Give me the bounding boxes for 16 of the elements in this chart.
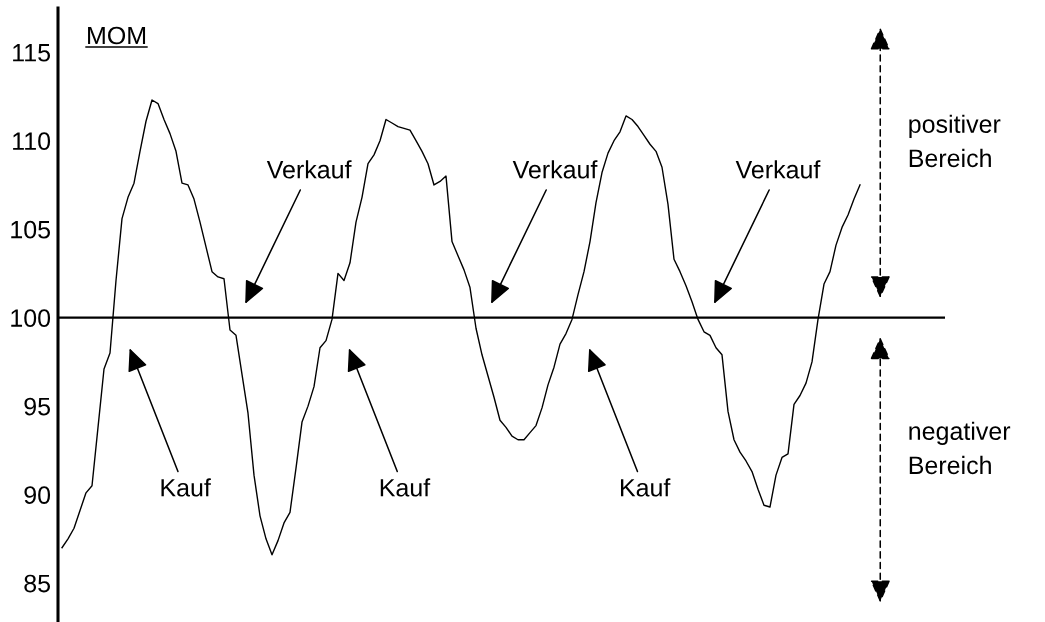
y-tick-label: 95 bbox=[24, 397, 51, 416]
annotation: Verkauf bbox=[735, 160, 821, 179]
annotation: Verkauf bbox=[512, 160, 598, 179]
annotation: Verkauf bbox=[266, 160, 352, 179]
annotation: Kauf bbox=[161, 478, 211, 497]
annotation: Kauf bbox=[380, 478, 431, 497]
annotation: Kauf bbox=[620, 478, 671, 497]
text: MOM bbox=[88, 26, 146, 45]
y-tick-label: 85 bbox=[24, 574, 51, 593]
y-tick-label: 115 bbox=[13, 44, 51, 62]
y-tick-label: 105 bbox=[11, 220, 51, 239]
text: positiver Bereich bbox=[909, 114, 1001, 168]
text: negativer Bereich bbox=[909, 421, 1011, 475]
y-tick-label: 110 bbox=[13, 132, 51, 151]
y-tick-label: 100 bbox=[11, 309, 51, 327]
y-tick-label: 90 bbox=[24, 486, 51, 504]
